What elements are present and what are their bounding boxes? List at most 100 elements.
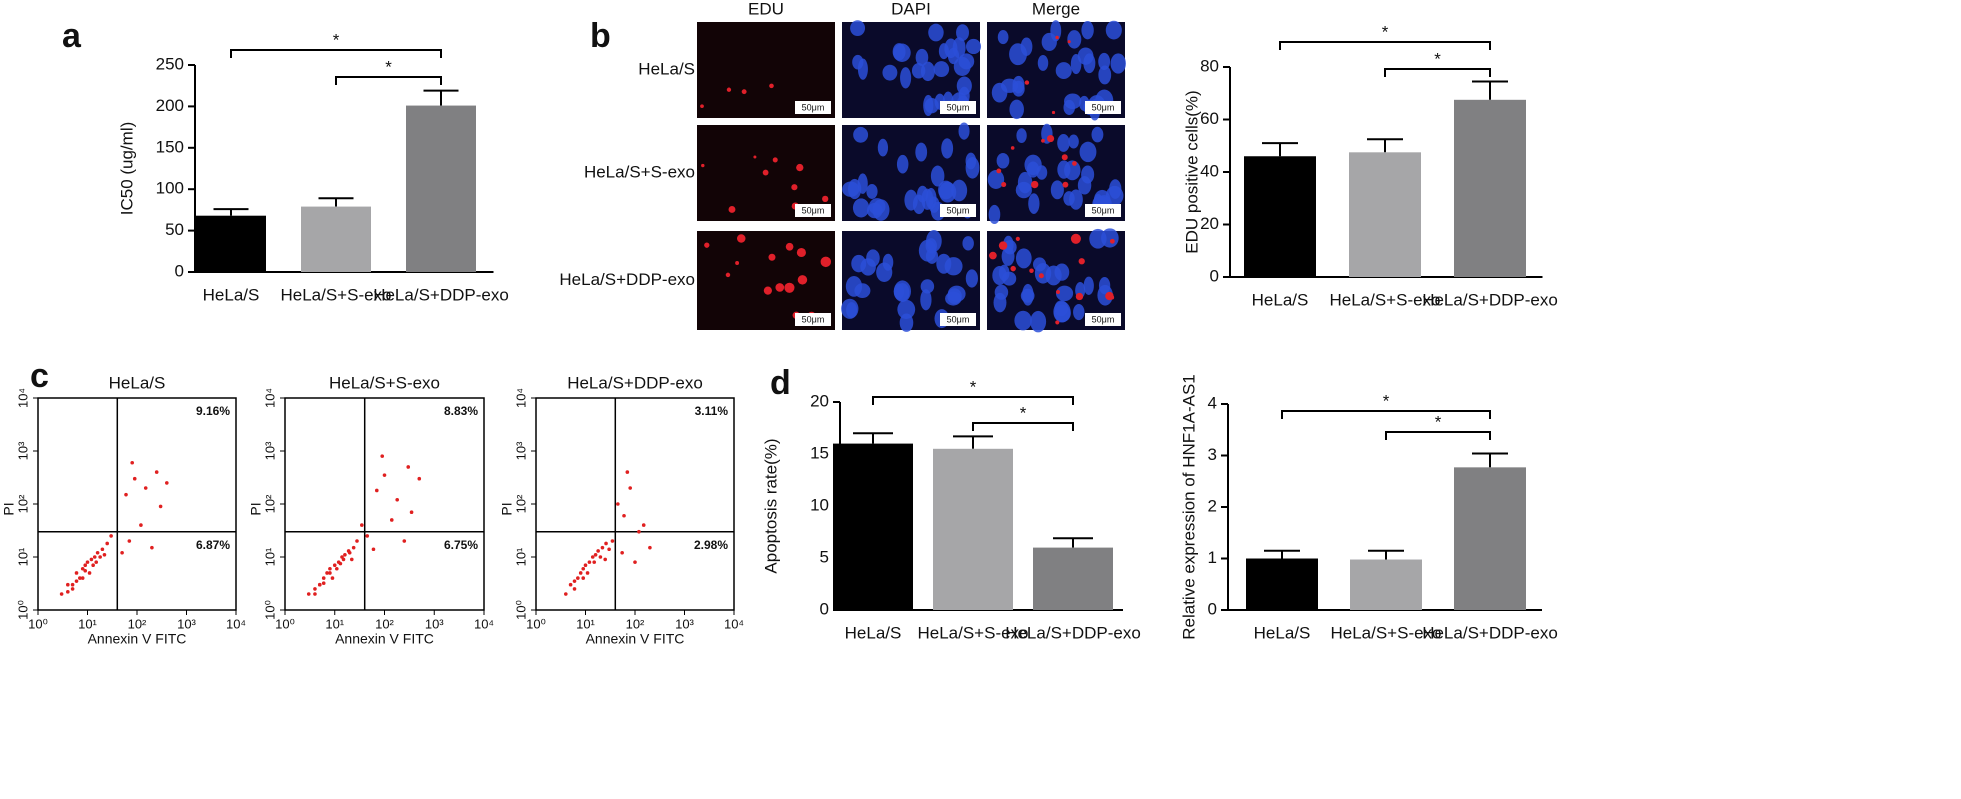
x-tick-label: 10⁰ — [526, 616, 546, 631]
edu-spot — [796, 163, 804, 172]
point — [349, 557, 354, 562]
point — [83, 563, 88, 568]
y-tick-label: 10⁴ — [15, 388, 30, 408]
point — [417, 476, 422, 481]
point — [351, 545, 356, 550]
nucleus — [1068, 134, 1079, 149]
nucleus — [965, 152, 977, 170]
y-tick-label: 10⁰ — [262, 600, 277, 620]
nucleus — [1017, 171, 1033, 194]
panel-letter: d — [770, 364, 791, 402]
y-tick-label: 1 — [1208, 548, 1217, 567]
nucleus — [915, 142, 928, 162]
point — [139, 523, 143, 527]
edu-spot — [763, 286, 772, 295]
point — [70, 582, 75, 587]
chart-title: HeLa/S+DDP-exo — [567, 373, 703, 392]
edu-spot — [1109, 238, 1115, 244]
y-axis-label: EDU positive cells(%) — [1182, 90, 1201, 253]
point — [89, 557, 94, 562]
significance-bracket — [972, 422, 1074, 431]
y-tick-label: 10³ — [15, 441, 30, 460]
point — [568, 582, 573, 587]
annotation: 6.87% — [196, 538, 230, 552]
x-tick-label: 10¹ — [576, 616, 595, 631]
significance-label: * — [1435, 412, 1442, 431]
nucleus — [958, 53, 975, 70]
bar — [1244, 156, 1316, 277]
chart-title: HeLa/S+S-exo — [329, 373, 440, 392]
scale-bar: 50μm — [1092, 102, 1115, 112]
point — [330, 576, 335, 580]
point — [641, 523, 646, 527]
nucleus — [1063, 99, 1076, 115]
point — [313, 592, 317, 596]
significance-label: * — [1382, 22, 1389, 41]
significance-label: * — [333, 30, 340, 49]
nucleus — [956, 76, 972, 96]
scale-bar: 50μm — [802, 205, 825, 215]
x-tick-label: 10³ — [425, 616, 444, 631]
nucleus — [1079, 141, 1097, 163]
edu-spot — [784, 282, 795, 293]
nucleus — [925, 238, 937, 254]
x-tick-label: 10² — [128, 616, 147, 631]
x-tick-label: 10⁰ — [275, 616, 295, 631]
nucleus — [857, 58, 868, 80]
nucleus — [897, 299, 916, 320]
annotation: 2.98% — [694, 538, 728, 552]
scale-bar: 50μm — [1092, 314, 1115, 324]
point — [355, 539, 359, 543]
edu-spot — [700, 104, 704, 109]
edu-spot — [1051, 110, 1056, 115]
point — [95, 551, 100, 555]
column-header: EDU — [748, 0, 784, 18]
point — [371, 547, 376, 552]
nucleus — [1055, 62, 1072, 80]
y-tick-label: 150 — [156, 137, 184, 156]
point — [313, 587, 317, 591]
significance-bracket — [230, 49, 442, 58]
point — [347, 551, 352, 555]
x-tick-label: 10⁴ — [226, 616, 246, 631]
nucleus — [1009, 99, 1024, 120]
x-axis-label: Annexin V FITC — [88, 631, 187, 647]
edu-spot — [772, 157, 778, 163]
bar — [1350, 559, 1422, 610]
point — [130, 460, 135, 465]
nucleus — [876, 262, 893, 282]
nucleus — [1091, 126, 1104, 143]
nucleus — [872, 199, 890, 221]
nucleus — [1012, 75, 1025, 94]
scale-bar: 50μm — [947, 314, 970, 324]
x-tick-label: HeLa/S+DDP-exo — [1422, 623, 1558, 642]
nucleus — [1022, 283, 1034, 306]
nucleus — [1067, 30, 1082, 49]
x-tick-label: HeLa/S+DDP-exo — [1005, 623, 1141, 642]
nucleus — [877, 138, 889, 157]
significance-bracket — [1281, 410, 1491, 419]
y-axis-label: PI — [499, 502, 515, 515]
point — [83, 568, 88, 573]
nucleus — [848, 178, 862, 200]
nucleus — [1077, 47, 1094, 65]
scale-bar: 50μm — [802, 314, 825, 324]
edu-spot — [741, 89, 747, 95]
edu-spot — [820, 256, 832, 268]
nucleus — [944, 257, 963, 276]
edu-spot — [996, 168, 1002, 174]
nucleus — [928, 23, 944, 42]
row-label: HeLa/S+S-exo — [584, 162, 695, 181]
point — [633, 560, 637, 564]
nucleus — [1057, 160, 1071, 179]
point — [343, 553, 347, 557]
point — [120, 551, 124, 555]
point — [600, 545, 605, 550]
significance-label: * — [1434, 49, 1441, 68]
nucleus — [1034, 263, 1052, 284]
y-tick-label: 250 — [156, 54, 184, 73]
point — [374, 488, 379, 493]
point — [620, 551, 624, 555]
point — [572, 579, 577, 583]
